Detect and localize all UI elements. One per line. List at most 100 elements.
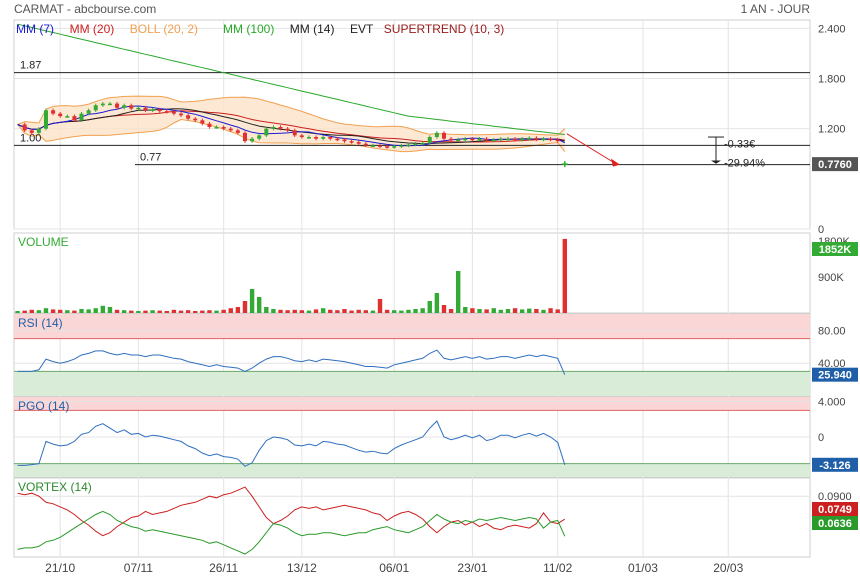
chart-period[interactable]: 1 AN - JOUR xyxy=(741,2,811,16)
volume-bar xyxy=(143,310,148,313)
pgo-panel: 4.000 0 PGO (14) -3.126 xyxy=(14,396,858,477)
volume-bar xyxy=(477,309,482,313)
x-tick-label: 07/11 xyxy=(124,561,153,575)
volume-bar xyxy=(228,308,233,313)
pgo-line xyxy=(17,420,566,467)
candle-body xyxy=(427,137,432,143)
chart-title: CARMAT - abcbourse.com xyxy=(14,2,156,16)
candle-body xyxy=(520,138,525,141)
volume-bar xyxy=(534,309,539,313)
candle-body xyxy=(470,138,475,141)
volume-bar xyxy=(114,309,120,313)
volume-bar xyxy=(384,309,390,313)
volume-bar xyxy=(43,308,49,313)
volume-bar xyxy=(498,309,504,313)
vortex-plus-badge: 0.0749 xyxy=(812,502,858,516)
volume-bar xyxy=(399,310,404,313)
legend: MM (7) MM (20) BOLL (20, 2) MM (100) MM (14)… xyxy=(16,22,504,36)
volume-bar xyxy=(320,308,326,313)
rsi-line xyxy=(17,349,566,375)
volume-bar xyxy=(79,309,84,313)
candle-body xyxy=(413,143,418,146)
ma100-line xyxy=(17,23,565,135)
volume-badge-bg xyxy=(812,242,858,256)
candle-body xyxy=(100,103,105,106)
volume-bar xyxy=(107,307,113,313)
candle-body xyxy=(179,113,184,116)
volume-bar xyxy=(328,309,333,313)
candle-body xyxy=(278,127,283,129)
candle-body xyxy=(72,116,77,121)
x-tick-label: 01/03 xyxy=(628,561,658,575)
bollinger-band xyxy=(17,95,566,153)
price-tick-label: 2.400 xyxy=(818,23,846,35)
candle-body xyxy=(463,138,468,141)
x-tick-label: 06/01 xyxy=(379,561,409,575)
candle-body xyxy=(36,128,41,133)
pgo-tick-label: 0 xyxy=(818,432,824,444)
candle-body xyxy=(335,138,340,141)
candle-body xyxy=(505,138,510,141)
candle-body xyxy=(541,138,546,141)
panel-frame-vol xyxy=(13,232,811,314)
candle-body xyxy=(314,137,319,139)
candle-body xyxy=(477,138,482,141)
volume-bar xyxy=(470,308,475,313)
volume-bar xyxy=(299,310,305,313)
legend-item: SUPERTREND (10, 3) xyxy=(384,22,504,36)
volume-bar xyxy=(278,309,283,313)
volume-bar xyxy=(65,310,70,313)
rsi-panel: 80.00 40.00 RSI (14) 25.940 xyxy=(14,314,858,396)
pgo-badge: -3.126 xyxy=(812,457,858,472)
volume-bar xyxy=(72,310,77,313)
x-tick-label: 21/10 xyxy=(45,561,75,575)
candle-body xyxy=(29,130,34,133)
volume-bar xyxy=(256,297,262,313)
volume-bar xyxy=(541,309,546,313)
vortex-label: VORTEX (14) xyxy=(18,480,92,494)
candle-body xyxy=(228,128,233,131)
last-price-badge: 0.7760 xyxy=(812,157,858,172)
pgo-overbought-zone xyxy=(14,397,810,411)
candle-body xyxy=(406,144,411,147)
candle-body xyxy=(257,135,262,139)
volume-bar xyxy=(427,301,432,313)
volume-tick-label: 900K xyxy=(818,272,844,284)
ma7-line xyxy=(17,105,566,147)
trend-arrow-line xyxy=(566,133,615,164)
candle-body xyxy=(122,105,127,108)
volume-bar xyxy=(121,310,127,313)
volume-bar xyxy=(413,309,418,313)
rsi-overbought-zone xyxy=(14,314,810,339)
vortex-plus-badge-bg xyxy=(812,502,858,516)
volume-bar xyxy=(264,307,269,313)
volume-bar xyxy=(505,309,511,313)
candle-body xyxy=(107,103,112,106)
candle-body xyxy=(193,118,198,121)
x-tick-label: 26/11 xyxy=(209,561,238,575)
rsi-tick-label: 40.00 xyxy=(818,358,846,370)
candle-body xyxy=(513,138,518,141)
volume-bar xyxy=(200,310,205,313)
volume-bar xyxy=(512,308,518,313)
rsi-tick-label: 80.00 xyxy=(818,325,846,337)
volume-bar xyxy=(519,309,525,313)
last-price-badge-text: 0.7760 xyxy=(818,159,852,171)
candle-body xyxy=(164,111,169,113)
price-tick-label: 1.800 xyxy=(818,74,846,86)
candle-body xyxy=(385,146,390,148)
volume-bar xyxy=(313,309,319,313)
candle-body xyxy=(65,116,70,118)
candle-body xyxy=(200,120,205,124)
vortex-minus-badge: 0.0636 xyxy=(812,516,858,530)
bollinger-upper xyxy=(17,95,566,136)
volume-bar xyxy=(29,309,34,313)
candle-body xyxy=(264,128,269,136)
price-tick-label: 0 xyxy=(818,224,824,236)
candle-body xyxy=(456,139,461,142)
candle-body xyxy=(143,107,148,111)
volume-bar xyxy=(491,308,496,313)
volume-bar xyxy=(100,305,106,313)
pgo-badge-text: -3.126 xyxy=(819,460,850,472)
candle-body xyxy=(186,115,191,119)
